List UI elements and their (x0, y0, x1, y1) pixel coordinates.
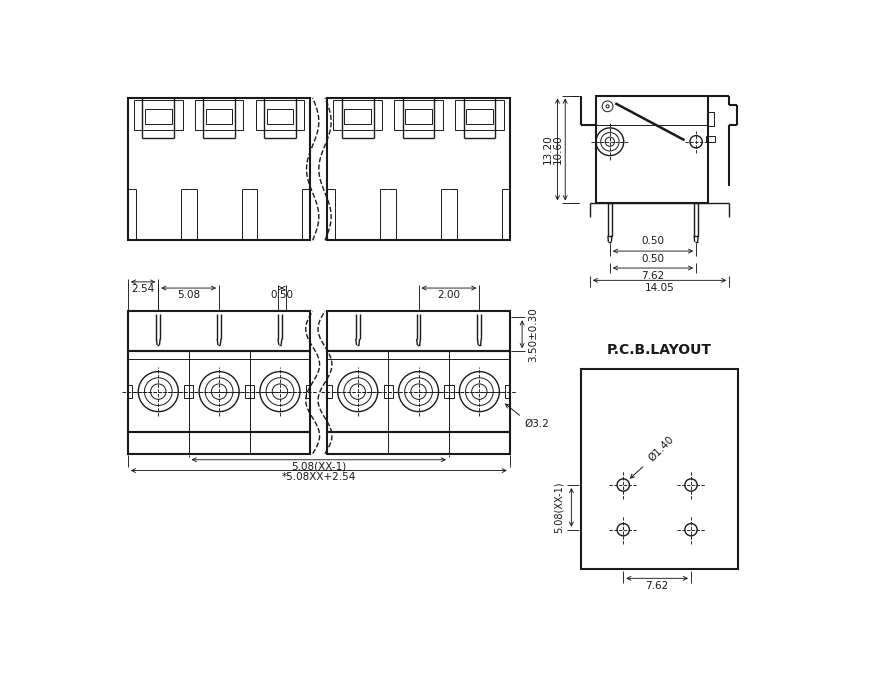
Bar (327, 311, 509, 351)
Bar (444, 386, 448, 398)
Bar (128, 311, 310, 351)
Bar (505, 386, 509, 398)
Text: 2.54: 2.54 (131, 284, 155, 294)
Bar (128, 432, 310, 454)
Text: 2.00: 2.00 (437, 290, 460, 300)
Text: 3.50±0.30: 3.50±0.30 (527, 307, 537, 362)
Bar (333, 100, 381, 130)
Text: 0.50: 0.50 (640, 254, 664, 264)
Text: 5.08(XX-1): 5.08(XX-1) (291, 462, 346, 472)
Text: P.C.B.LAYOUT: P.C.B.LAYOUT (607, 342, 711, 356)
Bar (255, 100, 304, 130)
Bar (327, 98, 509, 240)
Text: 14.05: 14.05 (644, 283, 673, 293)
Bar (266, 108, 293, 124)
Bar (607, 203, 611, 236)
Text: 5.08: 5.08 (177, 290, 200, 300)
Bar (327, 351, 509, 432)
Bar (327, 432, 509, 454)
Bar (388, 386, 392, 398)
Bar (128, 98, 310, 240)
Bar (245, 386, 249, 398)
Bar (383, 386, 388, 398)
Bar (454, 100, 503, 130)
Bar (128, 351, 310, 432)
Bar (134, 100, 182, 130)
Bar (595, 95, 706, 203)
Bar (128, 386, 132, 398)
Bar (580, 369, 738, 569)
Bar (195, 100, 243, 130)
Text: 13.20: 13.20 (542, 134, 553, 164)
Text: 0.50: 0.50 (640, 237, 664, 246)
Text: 10.60: 10.60 (552, 134, 562, 164)
Bar (693, 203, 697, 236)
Text: *5.08XX+2.54: *5.08XX+2.54 (282, 473, 355, 482)
Bar (448, 386, 453, 398)
Bar (205, 108, 232, 124)
Bar (189, 386, 193, 398)
Text: 7.62: 7.62 (645, 581, 668, 591)
Text: 5.08(XX-1): 5.08(XX-1) (554, 482, 563, 533)
Text: Ø3.2: Ø3.2 (523, 419, 548, 428)
Text: Ø1.40: Ø1.40 (646, 434, 675, 463)
Bar (249, 386, 254, 398)
Bar (145, 108, 171, 124)
Bar (394, 100, 442, 130)
Text: 7.62: 7.62 (640, 271, 664, 281)
Bar (344, 108, 371, 124)
Bar (466, 108, 492, 124)
Bar (706, 113, 713, 126)
Bar (405, 108, 431, 124)
Bar (706, 136, 714, 141)
Text: 0.50: 0.50 (270, 290, 293, 300)
Bar (305, 386, 310, 398)
Bar (184, 386, 189, 398)
Bar (327, 386, 332, 398)
